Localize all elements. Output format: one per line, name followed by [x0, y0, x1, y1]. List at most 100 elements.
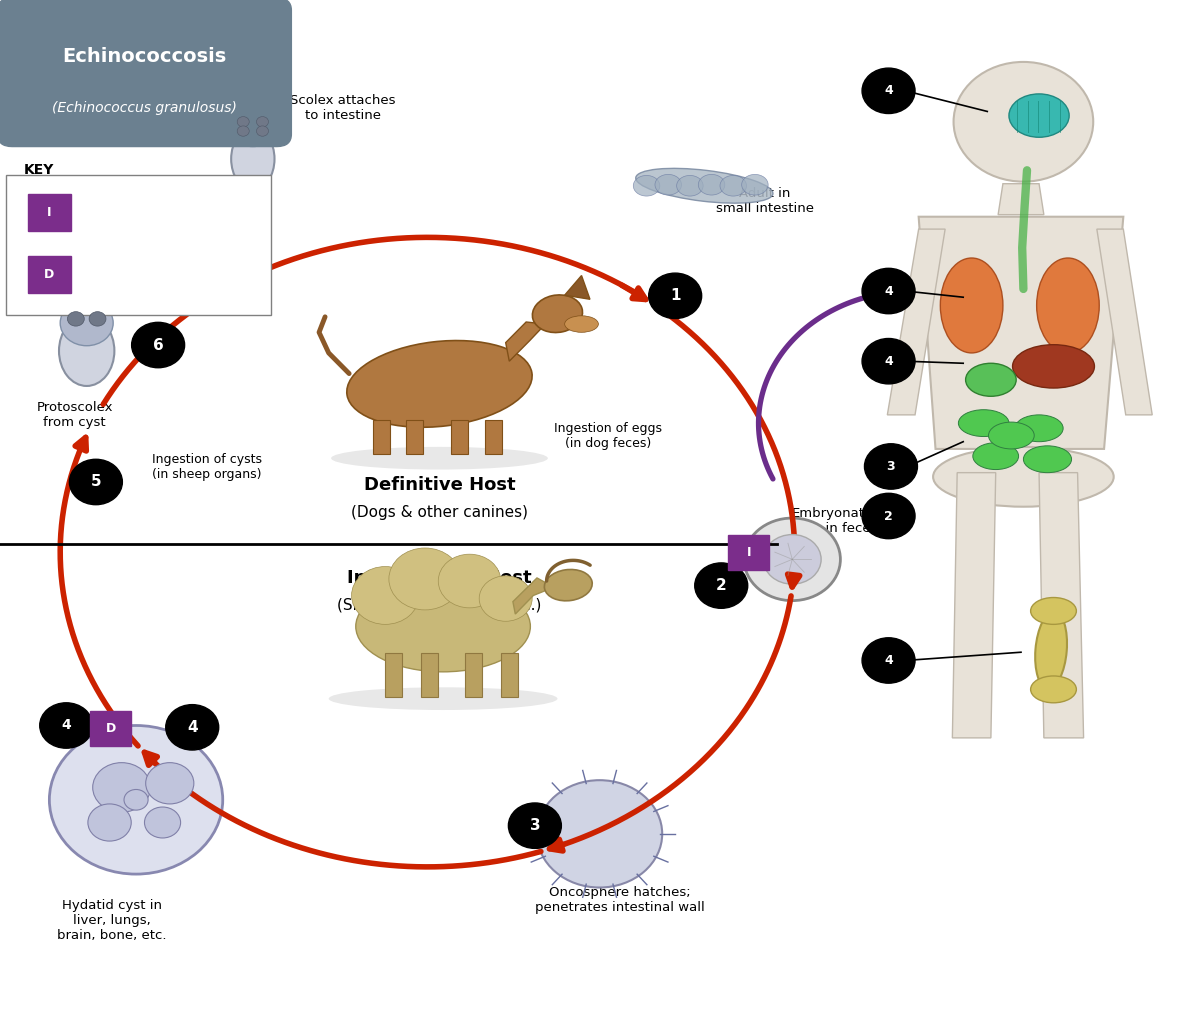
- Ellipse shape: [958, 410, 1009, 437]
- Text: Definitive Host: Definitive Host: [364, 476, 515, 494]
- Text: 1: 1: [669, 288, 680, 303]
- Circle shape: [508, 803, 561, 848]
- FancyBboxPatch shape: [0, 0, 291, 147]
- Polygon shape: [513, 578, 554, 614]
- Ellipse shape: [1035, 612, 1067, 688]
- Ellipse shape: [1031, 676, 1076, 703]
- Text: (Echinococcus granulosus): (Echinococcus granulosus): [52, 101, 237, 116]
- Text: 2: 2: [716, 578, 726, 593]
- Circle shape: [438, 554, 501, 608]
- Circle shape: [862, 338, 915, 384]
- Circle shape: [537, 780, 662, 888]
- Text: Ingestion of eggs
(in dog feces): Ingestion of eggs (in dog feces): [554, 421, 662, 450]
- Ellipse shape: [355, 581, 530, 672]
- Circle shape: [649, 273, 702, 319]
- Ellipse shape: [329, 687, 557, 710]
- Ellipse shape: [636, 168, 773, 203]
- Ellipse shape: [231, 128, 275, 190]
- Circle shape: [124, 789, 148, 810]
- Polygon shape: [998, 184, 1044, 215]
- FancyBboxPatch shape: [6, 175, 271, 315]
- FancyBboxPatch shape: [28, 256, 71, 293]
- Polygon shape: [1097, 229, 1152, 415]
- Ellipse shape: [720, 175, 746, 196]
- Circle shape: [49, 725, 223, 874]
- Text: 4: 4: [187, 720, 197, 735]
- Ellipse shape: [655, 174, 681, 195]
- FancyBboxPatch shape: [90, 711, 131, 746]
- Ellipse shape: [742, 174, 768, 195]
- Circle shape: [237, 126, 249, 136]
- Polygon shape: [506, 322, 545, 361]
- Circle shape: [40, 703, 93, 748]
- Ellipse shape: [1009, 94, 1069, 137]
- Text: 2: 2: [884, 510, 893, 522]
- Ellipse shape: [1015, 415, 1063, 442]
- Ellipse shape: [933, 447, 1114, 507]
- Text: Protoscolex
from cyst: Protoscolex from cyst: [36, 400, 113, 429]
- Ellipse shape: [698, 174, 725, 195]
- Circle shape: [89, 312, 106, 326]
- Circle shape: [146, 763, 194, 804]
- Circle shape: [862, 68, 915, 114]
- Circle shape: [131, 322, 184, 367]
- Polygon shape: [452, 420, 468, 454]
- Ellipse shape: [966, 363, 1016, 396]
- Text: Oncosphere hatches;
penetrates intestinal wall: Oncosphere hatches; penetrates intestina…: [536, 885, 704, 914]
- Circle shape: [744, 518, 840, 601]
- Circle shape: [70, 459, 123, 505]
- Ellipse shape: [1031, 598, 1076, 624]
- Text: Infective stage: Infective stage: [90, 206, 183, 219]
- Circle shape: [256, 117, 268, 127]
- Text: Adult in
small intestine: Adult in small intestine: [715, 187, 814, 216]
- Polygon shape: [385, 653, 402, 697]
- Polygon shape: [485, 420, 502, 454]
- Text: Hydatid cyst in
liver, lungs,
brain, bone, etc.: Hydatid cyst in liver, lungs, brain, bon…: [58, 899, 166, 942]
- Ellipse shape: [973, 443, 1019, 470]
- Circle shape: [93, 763, 150, 812]
- Circle shape: [389, 548, 461, 610]
- Circle shape: [954, 62, 1093, 182]
- Text: Diagnostic stage: Diagnostic stage: [90, 268, 195, 281]
- Circle shape: [862, 493, 915, 539]
- Text: (Sheep, goats, swine, etc.): (Sheep, goats, swine, etc.): [337, 599, 542, 613]
- Text: 5: 5: [90, 475, 101, 489]
- Circle shape: [67, 312, 84, 326]
- Text: 4: 4: [884, 355, 893, 367]
- Text: D: D: [106, 722, 116, 735]
- Circle shape: [864, 444, 917, 489]
- Ellipse shape: [565, 316, 598, 332]
- Circle shape: [60, 300, 113, 346]
- Polygon shape: [373, 420, 390, 454]
- Polygon shape: [919, 217, 1123, 449]
- Polygon shape: [952, 473, 996, 738]
- Circle shape: [862, 268, 915, 314]
- Text: Intermediate Host: Intermediate Host: [347, 569, 532, 587]
- Polygon shape: [421, 653, 438, 697]
- Circle shape: [88, 804, 131, 841]
- Ellipse shape: [331, 447, 548, 470]
- Ellipse shape: [677, 175, 703, 196]
- Circle shape: [763, 535, 821, 584]
- Circle shape: [352, 567, 419, 624]
- Polygon shape: [565, 276, 590, 299]
- Ellipse shape: [940, 258, 1003, 353]
- Ellipse shape: [59, 316, 114, 386]
- Circle shape: [479, 576, 532, 621]
- Ellipse shape: [633, 175, 660, 196]
- Text: (Dogs & other canines): (Dogs & other canines): [350, 506, 529, 520]
- Polygon shape: [887, 229, 945, 415]
- Text: 4: 4: [884, 85, 893, 97]
- Circle shape: [695, 562, 748, 608]
- Circle shape: [229, 105, 277, 147]
- Text: Scolex attaches
to intestine: Scolex attaches to intestine: [290, 94, 396, 123]
- Text: 6: 6: [153, 337, 164, 353]
- Circle shape: [862, 638, 915, 683]
- Text: 3: 3: [530, 818, 541, 833]
- Polygon shape: [406, 420, 423, 454]
- Polygon shape: [501, 653, 518, 697]
- Ellipse shape: [1013, 345, 1094, 388]
- Text: Embryonated
egg in feces: Embryonated egg in feces: [792, 507, 881, 536]
- Text: KEY: KEY: [24, 163, 54, 178]
- Text: Ingestion of cysts
(in sheep organs): Ingestion of cysts (in sheep organs): [152, 453, 262, 482]
